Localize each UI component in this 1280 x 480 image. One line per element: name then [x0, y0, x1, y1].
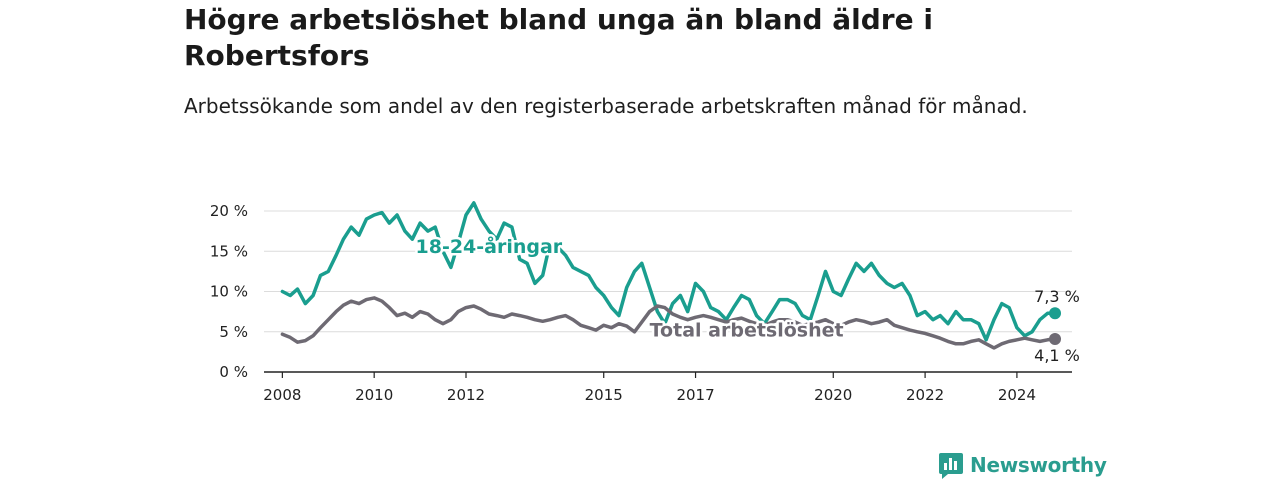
- series-line: [280, 201, 1057, 342]
- y-tick-label: 20 %: [210, 202, 248, 220]
- y-axis-tick-labels: 0 % 5 % 10 % 15 % 20 %: [210, 202, 248, 381]
- x-tick-label: 2015: [585, 386, 623, 404]
- series-end-point: [1049, 307, 1062, 320]
- chart-subtitle: Arbetssökande som andel av den registerb…: [184, 94, 1028, 118]
- series-label: Total arbetslöshet: [650, 320, 844, 342]
- series-end-label: 4,1 %: [1034, 346, 1080, 365]
- series-label: 18-24-åringar: [416, 234, 563, 258]
- y-tick-label: 15 %: [210, 242, 248, 260]
- bar-chart-logo-icon: [939, 453, 963, 479]
- series-labels: 7,3 % 18-24-åringar 4,1 % Total arbetslöshe…: [413, 231, 1080, 365]
- x-axis: 2008 2010 2012 2015 2017 2020 2022 2024: [263, 371, 1072, 404]
- y-tick-label: 10 %: [210, 283, 248, 301]
- chart-title: Högre arbetslöshet bland unga än bland ä…: [184, 3, 933, 72]
- series-end-label: 7,3 %: [1034, 287, 1080, 306]
- series-lines: [280, 201, 1062, 350]
- brand-name: Newsworthy: [970, 453, 1107, 477]
- x-tick-label: 2010: [355, 386, 393, 404]
- x-tick-label: 2017: [676, 386, 714, 404]
- series-end-point: [1049, 332, 1062, 345]
- newsworthy-brand: Newsworthy: [938, 450, 1107, 480]
- x-tick-label: 2022: [906, 386, 944, 404]
- grid-lines: [264, 210, 1072, 333]
- y-tick-label: 5 %: [219, 323, 248, 341]
- x-tick-label: 2012: [447, 386, 485, 404]
- x-tick-label: 2024: [998, 386, 1036, 404]
- x-tick-label: 2008: [263, 386, 301, 404]
- x-tick-label: 2020: [814, 386, 852, 404]
- y-tick-label: 0 %: [219, 363, 248, 381]
- series-line: [280, 296, 1057, 350]
